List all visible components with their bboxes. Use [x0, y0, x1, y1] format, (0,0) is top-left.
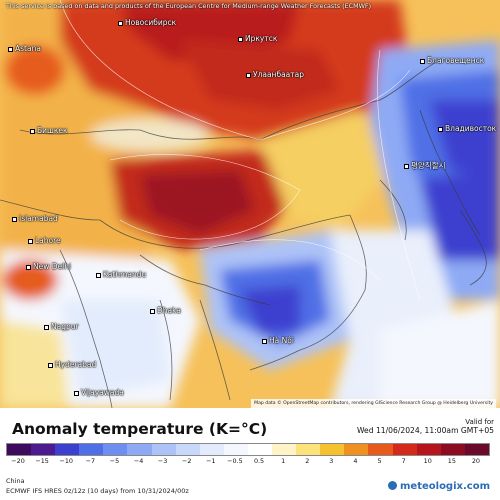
color-scale-segment [392, 444, 417, 455]
city-dot [438, 126, 443, 132]
city-label[interactable]: Hyderabad [48, 360, 96, 369]
color-scale-segment [103, 444, 128, 455]
color-scale-segment [223, 444, 248, 455]
color-scale-tick: −20 [11, 457, 25, 465]
color-scale-segment [175, 444, 200, 455]
color-scale-segment [31, 444, 56, 455]
color-scale-tick: −3 [157, 457, 168, 465]
city-dot [74, 390, 79, 396]
color-scale-segment [344, 444, 369, 455]
legend-title: Anomaly temperature (K=°C) [12, 420, 268, 438]
color-scale-tick: −2 [182, 457, 192, 465]
anomaly-map[interactable]: This service is based on data and produc… [0, 0, 500, 408]
valid-time: Wed 11/06/2024, 11:00am GMT+05 [356, 426, 494, 435]
color-scale-tick: −15 [35, 457, 49, 465]
color-scale-tick: 5 [377, 457, 382, 465]
city-dot [118, 20, 123, 26]
color-scale-segment [199, 444, 224, 455]
city-dot [30, 128, 35, 134]
city-dot [404, 163, 409, 169]
city-dot [28, 238, 33, 244]
color-scale-tick: 10 [423, 457, 432, 465]
color-scale-tick: 1 [281, 457, 286, 465]
city-dot [246, 72, 251, 78]
region-label: China [6, 477, 25, 485]
color-scale-segment [151, 444, 176, 455]
city-label[interactable]: Бишкек [30, 126, 68, 135]
color-scale-bar [6, 443, 490, 456]
color-scale-tick: 20 [471, 457, 481, 465]
city-dot [26, 264, 31, 270]
color-scale-segment [416, 444, 441, 455]
color-scale-segment [296, 444, 321, 455]
color-scale-segment [55, 444, 80, 455]
color-scale-tick: −5 [109, 457, 120, 465]
city-dot [262, 338, 267, 344]
city-label[interactable]: Иркутск [238, 34, 277, 43]
city-dot [48, 362, 53, 368]
color-scale-tick: 15 [447, 457, 456, 465]
city-label[interactable]: Благовещенск [420, 56, 484, 65]
valid-time-box: Valid for Wed 11/06/2024, 11:00am GMT+05 [357, 418, 494, 435]
anomaly-field [0, 0, 500, 408]
color-scale-segment [79, 444, 104, 455]
color-scale-segment [320, 444, 345, 455]
color-scale-tick: −4 [133, 457, 144, 465]
city-dot [96, 272, 101, 278]
color-scale-tick: 2 [305, 457, 310, 465]
city-dot [44, 324, 49, 330]
valid-label: Valid for [465, 418, 494, 426]
data-source-banner: This service is based on data and produc… [6, 2, 372, 10]
city-label[interactable]: Vijayawada [74, 388, 124, 397]
color-scale-tick: 3 [329, 457, 334, 465]
city-label[interactable]: 평양직할시 [404, 160, 446, 171]
city-dot [8, 46, 13, 52]
city-label[interactable]: Lahore [28, 236, 61, 245]
color-scale-segment [272, 444, 297, 455]
city-label[interactable]: Astana [8, 44, 41, 53]
map-attribution: Map data © OpenStreetMap contributors, r… [251, 399, 496, 408]
color-scale-tick: 4 [353, 457, 358, 465]
color-scale-segment [247, 444, 273, 455]
color-scale-segment [7, 444, 32, 455]
city-label[interactable]: Nagpur [44, 322, 79, 331]
city-label[interactable]: Новосибирск [118, 18, 176, 27]
color-scale-segment [127, 444, 152, 455]
map-canvas [0, 0, 500, 408]
city-label[interactable]: Hà Nội [262, 336, 294, 345]
brand-logo[interactable]: meteologix.com [388, 481, 490, 492]
contour-lines [59, 0, 421, 301]
color-scale-segment [368, 444, 393, 455]
color-scale-tick: 7 [401, 457, 406, 465]
city-label[interactable]: Улаанбаатар [246, 70, 304, 79]
city-dot [12, 216, 17, 222]
color-scale-segment [464, 444, 489, 455]
map-borders [0, 59, 487, 408]
color-scale-segment [440, 444, 465, 455]
brand-icon [388, 481, 397, 490]
city-label[interactable]: Kathmandu [96, 270, 146, 279]
city-dot [238, 36, 243, 42]
city-dot [150, 308, 155, 314]
city-label[interactable]: New Delhi [26, 262, 71, 271]
color-scale-tick: −7 [85, 457, 96, 465]
city-label[interactable]: Владивосток [438, 124, 496, 133]
color-scale-tick: −10 [59, 457, 74, 465]
color-scale-tick: 0.5 [253, 457, 265, 465]
city-label[interactable]: Islamabad [12, 214, 58, 223]
model-run-info: ECMWF IFS HRES 0z/12z (10 days) from 10/… [6, 487, 189, 495]
city-label[interactable]: Dhaka [150, 306, 181, 315]
city-dot [420, 58, 425, 64]
color-scale-tick: −0.5 [227, 457, 243, 465]
color-scale-tick: −1 [206, 457, 216, 465]
color-scale-ticks: −20 −15 −10 −7 −5 −4 −3 −2 −1 −0.5 0.5 1 2 3 4 5 7 10 15 20 [6, 457, 488, 467]
